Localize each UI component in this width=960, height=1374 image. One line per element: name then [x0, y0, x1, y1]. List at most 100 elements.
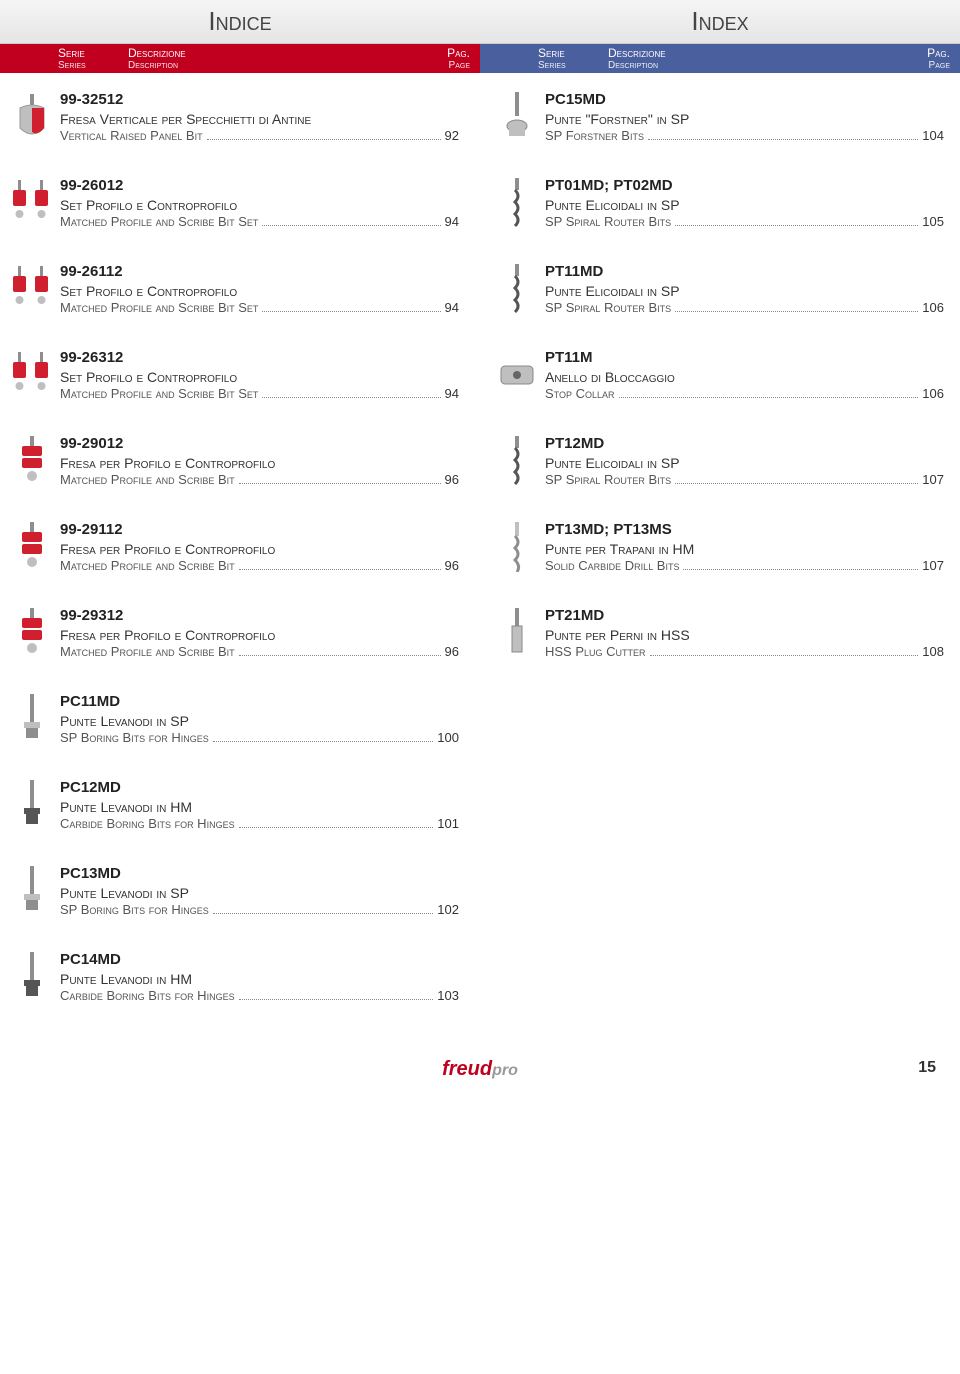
- leader-dots: [619, 397, 919, 398]
- description-it: Set Profilo e Controprofilo: [60, 283, 459, 299]
- description-en: Stop Collar: [545, 386, 615, 401]
- series-code: PT12MD: [545, 435, 944, 452]
- description-en: SP Boring Bits for Hinges: [60, 730, 209, 745]
- product-icon: [10, 349, 54, 401]
- title-bar: Indice Index: [0, 0, 960, 44]
- index-entry: PT21MD Punte per Perni in HSS HSS Plug C…: [495, 597, 944, 683]
- page-ref: 106: [922, 386, 944, 401]
- description-it: Set Profilo e Controprofilo: [60, 369, 459, 385]
- description-en: Matched Profile and Scribe Bit Set: [60, 386, 258, 401]
- leader-dots: [262, 225, 440, 226]
- product-icon: [10, 779, 54, 831]
- product-icon: [495, 91, 539, 143]
- leader-dots: [239, 569, 441, 570]
- series-code: PC13MD: [60, 865, 459, 882]
- product-icon: [10, 435, 54, 487]
- leader-dots: [675, 225, 918, 226]
- page-ref: 107: [922, 558, 944, 573]
- product-icon: [10, 693, 54, 745]
- product-icon: [10, 177, 54, 229]
- product-icon: [495, 349, 539, 401]
- page-number: 15: [918, 1059, 936, 1077]
- product-icon: [10, 91, 54, 143]
- hdr-serie-it: Serie: [58, 46, 128, 60]
- description-en: Vertical Raised Panel Bit: [60, 128, 203, 143]
- description-it: Fresa per Profilo e Controprofilo: [60, 455, 459, 471]
- leader-dots: [239, 827, 434, 828]
- hdr-pag-en: Page: [420, 60, 470, 71]
- description-en: Carbide Boring Bits for Hinges: [60, 816, 235, 831]
- index-entry: PC15MD Punte "Forstner" in SP SP Forstne…: [495, 81, 944, 167]
- description-en: Carbide Boring Bits for Hinges: [60, 988, 235, 1003]
- page-ref: 105: [922, 214, 944, 229]
- index-entry: PC13MD Punte Levanodi in SP SP Boring Bi…: [10, 855, 459, 941]
- page-ref: 94: [445, 214, 459, 229]
- series-code: PT01MD; PT02MD: [545, 177, 944, 194]
- product-icon: [10, 521, 54, 573]
- description-it: Punte Elicoidali in SP: [545, 197, 944, 213]
- description-it: Punte per Perni in HSS: [545, 627, 944, 643]
- leader-dots: [650, 655, 919, 656]
- description-it: Punte Levanodi in HM: [60, 971, 459, 987]
- index-entry: 99-32512 Fresa Verticale per Specchietti…: [10, 81, 459, 167]
- page-footer: freudpro 15: [0, 1043, 960, 1095]
- index-entry: 99-29112 Fresa per Profilo e Controprofi…: [10, 511, 459, 597]
- page-ref: 101: [437, 816, 459, 831]
- leader-dots: [648, 139, 918, 140]
- header-right: Serie Series Descrizione Description Pag…: [480, 44, 960, 73]
- index-entry: 99-26112 Set Profilo e Controprofilo Mat…: [10, 253, 459, 339]
- product-icon: [10, 263, 54, 315]
- series-code: 99-29312: [60, 607, 459, 624]
- description-it: Punte per Trapani in HM: [545, 541, 944, 557]
- leader-dots: [675, 483, 918, 484]
- series-code: PC11MD: [60, 693, 459, 710]
- leader-dots: [207, 139, 441, 140]
- series-code: PT13MD; PT13MS: [545, 521, 944, 538]
- description-en: SP Forstner Bits: [545, 128, 644, 143]
- product-icon: [495, 263, 539, 315]
- description-it: Punte Elicoidali in SP: [545, 283, 944, 299]
- content-columns: 99-32512 Fresa Verticale per Specchietti…: [0, 73, 960, 1035]
- series-code: PC12MD: [60, 779, 459, 796]
- description-en: Matched Profile and Scribe Bit: [60, 558, 235, 573]
- page-ref: 96: [445, 472, 459, 487]
- series-code: PT21MD: [545, 607, 944, 624]
- column-left: 99-32512 Fresa Verticale per Specchietti…: [0, 73, 475, 1035]
- description-it: Punte Levanodi in SP: [60, 713, 459, 729]
- product-icon: [10, 865, 54, 917]
- index-entry: PT13MD; PT13MS Punte per Trapani in HM S…: [495, 511, 944, 597]
- hdr-serie-en: Series: [58, 60, 128, 71]
- leader-dots: [262, 311, 440, 312]
- page-ref: 100: [437, 730, 459, 745]
- page-ref: 103: [437, 988, 459, 1003]
- page-ref: 94: [445, 386, 459, 401]
- description-en: Matched Profile and Scribe Bit: [60, 644, 235, 659]
- description-it: Punte Levanodi in HM: [60, 799, 459, 815]
- series-code: PT11M: [545, 349, 944, 366]
- page-ref: 106: [922, 300, 944, 315]
- index-entry: PC14MD Punte Levanodi in HM Carbide Bori…: [10, 941, 459, 1027]
- index-entry: 99-26012 Set Profilo e Controprofilo Mat…: [10, 167, 459, 253]
- product-icon: [495, 521, 539, 573]
- product-icon: [10, 607, 54, 659]
- product-icon: [10, 951, 54, 1003]
- series-code: 99-29112: [60, 521, 459, 538]
- title-left: Indice: [0, 0, 480, 43]
- leader-dots: [675, 311, 918, 312]
- index-entry: 99-29312 Fresa per Profilo e Controprofi…: [10, 597, 459, 683]
- leader-dots: [213, 741, 434, 742]
- title-right: Index: [480, 0, 960, 43]
- page-ref: 96: [445, 558, 459, 573]
- leader-dots: [239, 999, 434, 1000]
- description-it: Set Profilo e Controprofilo: [60, 197, 459, 213]
- index-entry: PT12MD Punte Elicoidali in SP SP Spiral …: [495, 425, 944, 511]
- series-code: PC14MD: [60, 951, 459, 968]
- description-en: Matched Profile and Scribe Bit Set: [60, 214, 258, 229]
- description-it: Punte Levanodi in SP: [60, 885, 459, 901]
- hdr-desc-en: Description: [128, 60, 420, 71]
- description-it: Anello di Bloccaggio: [545, 369, 944, 385]
- product-icon: [495, 435, 539, 487]
- description-it: Punte "Forstner" in SP: [545, 111, 944, 127]
- index-entry: PC11MD Punte Levanodi in SP SP Boring Bi…: [10, 683, 459, 769]
- leader-dots: [239, 655, 441, 656]
